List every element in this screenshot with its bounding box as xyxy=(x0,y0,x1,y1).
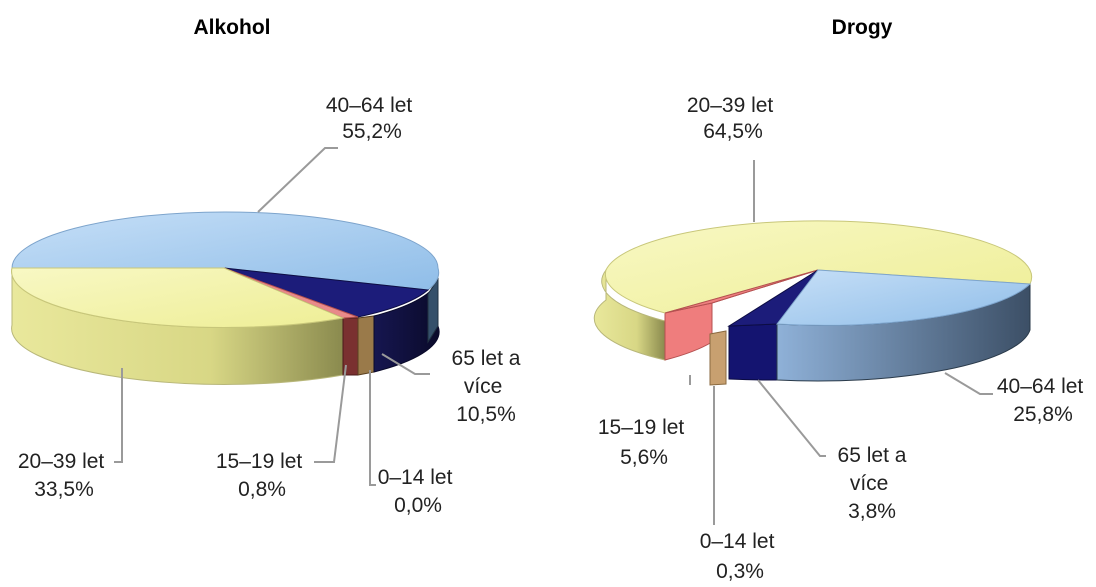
label-value: 33,5% xyxy=(34,478,94,501)
label-drogy-15-19: 15–19 let 5,6% xyxy=(598,416,690,469)
label-name: 15–19 let xyxy=(216,450,303,473)
label-alkohol-20-39: 20–39 let 33,5% xyxy=(18,450,110,501)
label-drogy-40-64: 40–64 let 25,8% xyxy=(997,375,1089,426)
label-name: 40–64 let xyxy=(326,94,413,117)
label-value: 0,0% xyxy=(394,494,442,517)
top-drogy-20-39 xyxy=(604,220,1033,314)
label-name: 40–64 let xyxy=(997,375,1084,398)
leader-lines xyxy=(114,147,993,525)
label-drogy-20-39: 20–39 let 64,5% xyxy=(687,94,779,143)
label-alkohol-0-14: 0–14 let 0,0% xyxy=(378,466,459,517)
label-name: 20–39 let xyxy=(18,450,105,473)
top-alkohol-20-39 xyxy=(11,267,345,328)
label-value: 0,3% xyxy=(716,560,764,583)
label-alkohol-40-64: 40–64 let 55,2% xyxy=(326,94,418,143)
label-name: 20–39 let xyxy=(687,94,774,117)
chart-title-drogy: Drogy xyxy=(832,16,893,39)
side-drogy-20-39 xyxy=(593,268,666,361)
label-value: 3,8% xyxy=(848,500,896,523)
label-name: 65 let a xyxy=(838,444,907,467)
label-name: 65 let a xyxy=(452,347,521,370)
label-value: 64,5% xyxy=(703,120,763,143)
top-drogy-15-19-wedge xyxy=(664,269,819,314)
pie-drogy xyxy=(593,220,1033,386)
side-alkohol-0-14 xyxy=(357,315,375,376)
label-name: 0–14 let xyxy=(700,530,775,553)
label-drogy-0-14: 0–14 let 0,3% xyxy=(700,530,781,583)
label-value: 55,2% xyxy=(342,120,402,143)
pie-alkohol xyxy=(11,211,440,385)
label-value: 0,8% xyxy=(238,478,286,501)
label-drogy-65: 65 let a více 3,8% xyxy=(838,444,907,523)
label-alkohol-65: 65 let a více 10,5% xyxy=(452,347,521,426)
label-alkohol-15-19: 15–19 let 0,8% xyxy=(216,450,308,501)
top-alkohol-65 xyxy=(223,267,430,318)
label-value: 25,8% xyxy=(1013,403,1073,426)
label-name-line2: více xyxy=(464,375,503,398)
label-value: 5,6% xyxy=(620,446,668,469)
top-drogy-40-64 xyxy=(776,269,1032,326)
label-name-line2: více xyxy=(850,472,889,495)
side-drogy-65 xyxy=(728,323,778,381)
chart-title-alkohol: Alkohol xyxy=(194,16,271,39)
label-value: 10,5% xyxy=(456,403,516,426)
label-name: 15–19 let xyxy=(598,416,685,439)
label-name: 0–14 let xyxy=(378,466,453,489)
top-alkohol-40-64 xyxy=(11,211,440,291)
side-drogy-0-14 xyxy=(709,330,727,386)
